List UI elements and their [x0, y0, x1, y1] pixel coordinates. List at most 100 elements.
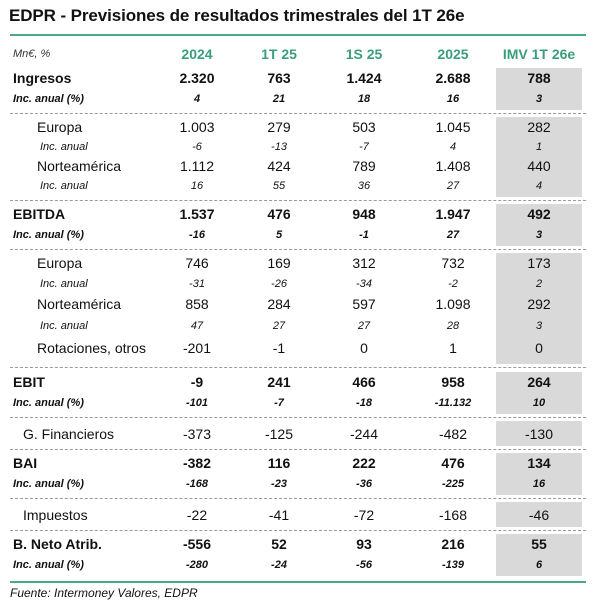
table-cell: 28: [446, 320, 460, 332]
row-label: Inc. anual (%): [13, 229, 84, 241]
row-separator: [10, 249, 586, 250]
table-cell: -382: [182, 455, 212, 471]
row-label: Inc. anual: [40, 180, 88, 192]
table-cell: -7: [359, 141, 369, 153]
table-row: Europa 1.003 279 503 1.045 282: [0, 117, 599, 137]
table-cell: 466: [352, 374, 376, 390]
table-row: EBIT -9 241 466 958 264: [0, 372, 599, 392]
table-row: BAI -382 116 222 476 134: [0, 453, 599, 473]
table-cell: -41: [268, 507, 290, 523]
table-cell: -373: [182, 426, 212, 442]
imv-highlight-block: [496, 68, 582, 110]
table-cell: -130: [524, 426, 554, 442]
column-header: 1S 25: [345, 46, 383, 62]
table-cell: 0: [535, 340, 543, 356]
table-cell: 55: [272, 180, 286, 192]
bottom-rule: [10, 581, 586, 583]
row-separator: [10, 449, 586, 450]
table-row: Ingresos 2.320 763 1.424 2.688 788: [0, 68, 599, 88]
table-cell: 0: [360, 340, 368, 356]
table-cell: -34: [356, 278, 372, 290]
table-cell: 732: [441, 255, 465, 271]
row-separator: [10, 417, 586, 418]
row-label: EBITDA: [13, 206, 66, 222]
table-row: Europa 746 169 312 732 173: [0, 253, 599, 273]
row-label: Norteamérica: [37, 296, 122, 312]
table-cell: 763: [267, 70, 291, 86]
row-label: G. Financieros: [23, 426, 115, 442]
table-cell: -1: [359, 229, 369, 241]
table-cell: 503: [352, 119, 376, 135]
table-cell: -46: [528, 507, 550, 523]
table-cell: -16: [189, 229, 205, 241]
table-cell: 4: [535, 180, 543, 192]
table-cell: 10: [532, 397, 546, 409]
row-label: EBIT: [13, 374, 45, 390]
table-cell: 216: [441, 536, 465, 552]
table-cell: 6: [535, 559, 543, 571]
table-cell: 492: [527, 206, 551, 222]
row-separator: [10, 367, 586, 368]
row-separator: [10, 200, 586, 201]
table-cell: 3: [535, 229, 543, 241]
table-cell: -23: [271, 478, 287, 490]
column-header: IMV 1T 26e: [502, 46, 576, 62]
table-cell: 279: [267, 119, 291, 135]
row-separator: [10, 498, 586, 499]
table-cell: 1.045: [435, 119, 471, 135]
table-cell: 169: [267, 255, 291, 271]
table-row: Inc. anual -6 -13 -7 4 1: [0, 137, 599, 157]
table-cell: -22: [186, 507, 208, 523]
row-label: Inc. anual: [40, 141, 88, 153]
table-cell: 16: [532, 478, 546, 490]
table-cell: -7: [274, 397, 284, 409]
table-row: Inc. anual -31 -26 -34 -2 2: [0, 274, 599, 294]
row-label: B. Neto Atrib.: [13, 536, 102, 552]
table-cell: -280: [185, 559, 209, 571]
table-cell: 858: [185, 296, 209, 312]
table-cell: 16: [190, 180, 204, 192]
table-row: G. Financieros -373 -125 -244 -482 -130: [0, 424, 599, 444]
imv-highlight-block: [496, 534, 582, 576]
page-title: EDPR - Previsiones de resultados trimest…: [9, 6, 465, 25]
table-cell: 2.688: [435, 70, 471, 86]
table-cell: 1: [535, 141, 543, 153]
table-cell: -168: [438, 507, 468, 523]
table-cell: 1.408: [435, 158, 471, 174]
table-cell: 1.003: [179, 119, 215, 135]
row-label: Impuestos: [23, 507, 88, 523]
row-separator: [10, 530, 586, 531]
table-cell: 2.320: [179, 70, 215, 86]
table-cell: 222: [352, 455, 376, 471]
row-label: Inc. anual: [40, 320, 88, 332]
table-cell: 264: [527, 374, 551, 390]
table-cell: 18: [357, 93, 371, 105]
table-cell: 27: [446, 180, 460, 192]
table-cell: -24: [271, 559, 287, 571]
table-cell: 4: [449, 141, 457, 153]
table-cell: 21: [272, 93, 286, 105]
imv-highlight-block: [496, 204, 582, 246]
table-cell: -56: [356, 559, 372, 571]
column-header: 2024: [181, 46, 213, 62]
row-label: Rotaciones, otros: [37, 340, 146, 356]
table-row: Inc. anual (%) -168 -23 -36 -225 16: [0, 474, 599, 494]
row-label: BAI: [13, 455, 38, 471]
imv-highlight-block: [496, 453, 582, 495]
table-cell: 47: [190, 320, 204, 332]
table-cell: -6: [192, 141, 202, 153]
table-row: Inc. anual 16 55 36 27 4: [0, 176, 599, 196]
table-row: EBITDA 1.537 476 948 1.947 492: [0, 204, 599, 224]
table-cell: 52: [271, 536, 287, 552]
table-cell: 788: [527, 70, 551, 86]
table-cell: 241: [267, 374, 291, 390]
imv-highlight-block: [496, 253, 582, 364]
table-cell: 292: [527, 296, 551, 312]
table-cell: 424: [267, 158, 291, 174]
table-cell: 1.947: [435, 206, 471, 222]
table-cell: 312: [352, 255, 376, 271]
table-cell: 173: [527, 255, 551, 271]
table-cell: -201: [182, 340, 212, 356]
table-cell: -2: [448, 278, 458, 290]
table-row: Norteamérica 858 284 597 1.098 292: [0, 294, 599, 314]
